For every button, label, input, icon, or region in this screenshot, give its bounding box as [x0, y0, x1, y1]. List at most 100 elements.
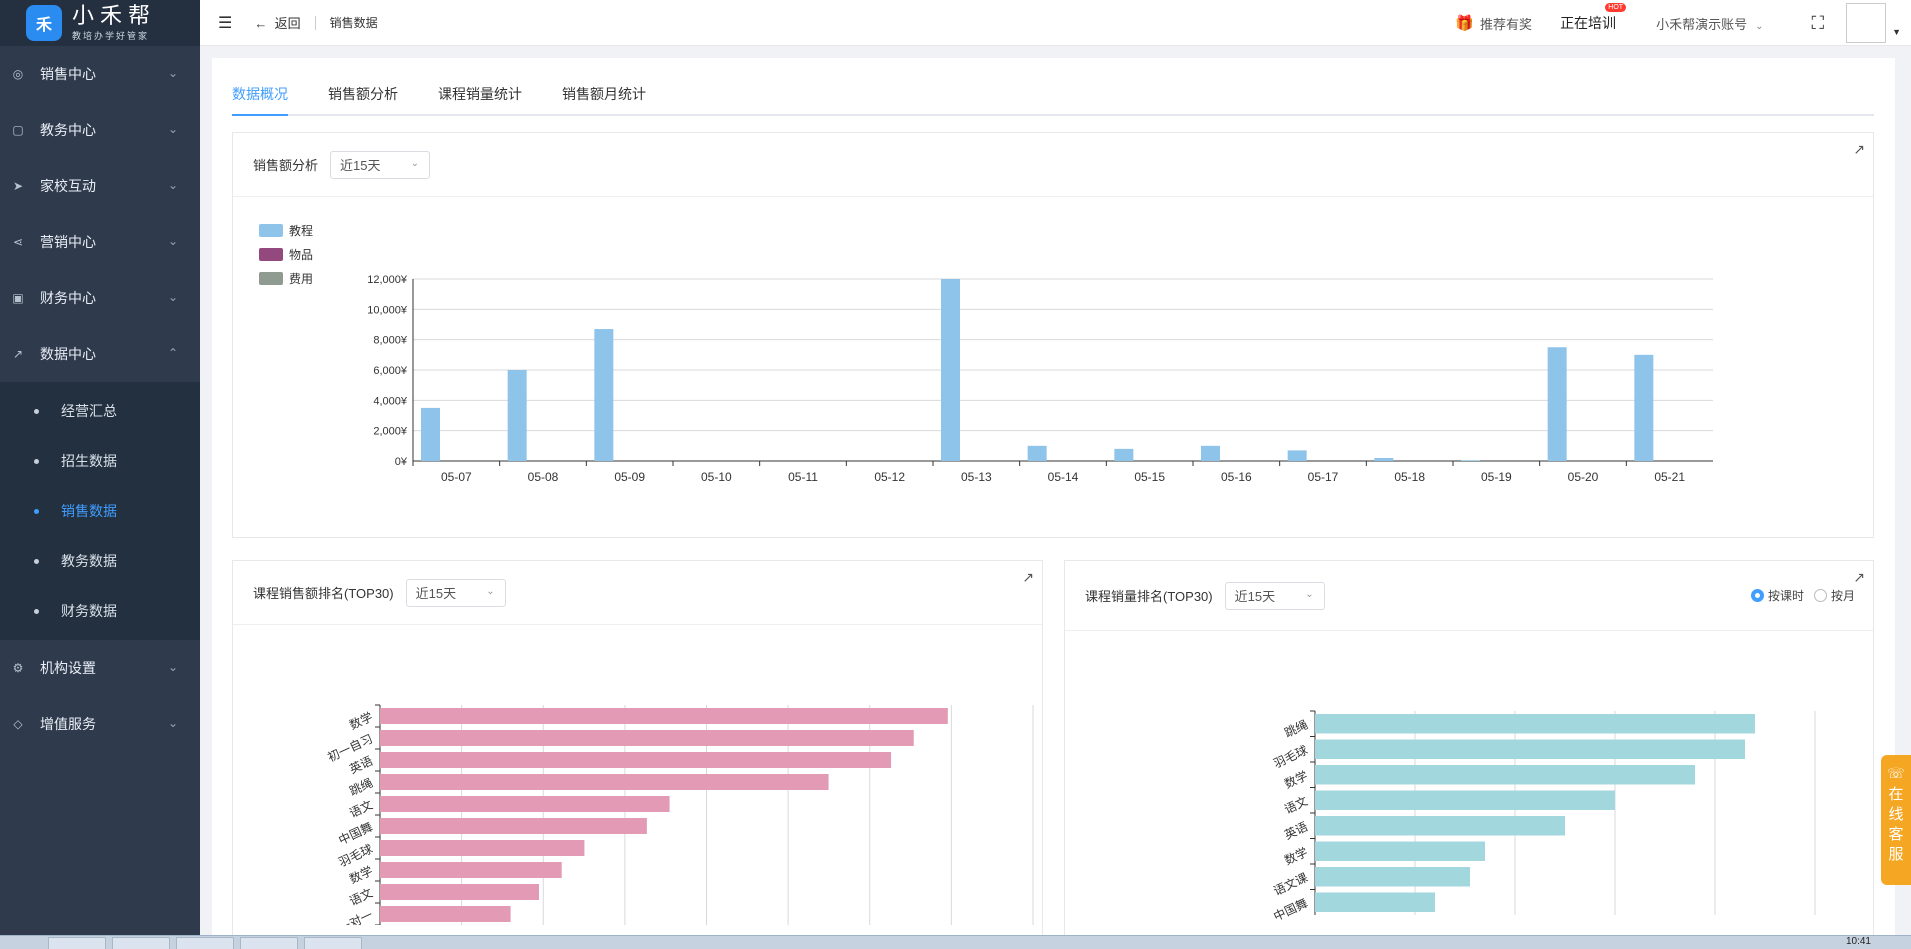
- share-icon: ⋖: [12, 235, 24, 249]
- y-tick-label: 六年级语文一对一: [282, 907, 375, 925]
- chevron-down-icon: ⌄: [167, 178, 178, 192]
- training-link[interactable]: 正在培训 HOT: [1560, 3, 1627, 33]
- tab-bar: 数据概况 销售额分析 课程销量统计 销售额月统计: [232, 86, 1874, 116]
- arrow-left-icon: ←: [254, 16, 268, 31]
- bar: [380, 730, 914, 746]
- bar: [1027, 445, 1047, 461]
- taskbar-button[interactable]: [304, 937, 362, 949]
- chevron-down-icon: ⌄: [486, 585, 495, 597]
- chevron-down-icon: ⌄: [167, 122, 178, 136]
- course-amount-chart: 数学初一自习英语跳绳语文中国舞羽毛球数学语文六年级语文一对一语文课: [282, 704, 1034, 925]
- y-tick-label: 0¥: [395, 456, 408, 468]
- sidebar-item-label: 教务中心: [40, 122, 96, 138]
- y-tick-label: 跳绳: [1282, 717, 1310, 740]
- caret-down-icon[interactable]: ▼: [1892, 27, 1901, 37]
- tab-data-overview[interactable]: 数据概况: [232, 86, 288, 116]
- external-link-icon[interactable]: ↗: [1853, 569, 1865, 585]
- submenu-item-academic-data[interactable]: 教务数据: [0, 536, 200, 586]
- bar: [380, 752, 892, 768]
- chart-icon: ↗: [12, 347, 24, 361]
- date-range-select[interactable]: 近15天 ⌄: [405, 578, 506, 607]
- referral-reward-link[interactable]: 🎁 推荐有奖: [1455, 15, 1533, 32]
- sidebar-item-data-center[interactable]: ↗ 数据中心 ⌃: [0, 326, 200, 382]
- bar: [1461, 460, 1480, 461]
- legend-swatch: [259, 224, 283, 237]
- sidebar-item-academic-center[interactable]: ▢ 教务中心 ⌄: [0, 102, 200, 158]
- submenu-item-sales-data[interactable]: 销售数据: [0, 486, 200, 536]
- bar: [941, 279, 960, 461]
- bar: [1315, 714, 1755, 734]
- sidebar-item-org-settings[interactable]: ⚙ 机构设置 ⌄: [0, 640, 200, 696]
- avatar[interactable]: [1846, 3, 1887, 43]
- y-tick-label: 4,000¥: [373, 395, 408, 407]
- bar: [1547, 347, 1567, 461]
- chevron-down-icon: ⌄: [167, 660, 178, 674]
- sidebar-item-marketing-center[interactable]: ⋖ 营销中心 ⌄: [0, 214, 200, 270]
- sidebar-item-value-added[interactable]: ◇ 增值服务 ⌄: [0, 696, 200, 752]
- bar: [380, 818, 647, 834]
- headset-icon: ☏: [1887, 765, 1905, 781]
- y-tick-label: 中国舞: [1271, 895, 1310, 924]
- user-icon: ◎: [12, 67, 24, 81]
- online-service-button[interactable]: ☏ 在 线 客 服: [1881, 755, 1911, 885]
- bar: [507, 370, 527, 461]
- external-link-icon[interactable]: ↗: [1853, 141, 1865, 157]
- back-button[interactable]: ← 返回: [254, 16, 301, 31]
- sidebar-item-finance-center[interactable]: ▣ 财务中心 ⌄: [0, 270, 200, 326]
- bar: [1315, 841, 1485, 861]
- bar: [1374, 457, 1394, 461]
- date-range-select[interactable]: 近15天 ⌄: [1224, 581, 1325, 610]
- taskbar-button[interactable]: [48, 937, 106, 949]
- x-tick-label: 05-07: [441, 470, 472, 484]
- x-tick-label: 05-08: [528, 470, 559, 484]
- tab-sales-analysis[interactable]: 销售额分析: [328, 86, 398, 102]
- legend-label: 费用: [289, 272, 313, 286]
- radio-by-month[interactable]: [1813, 589, 1827, 602]
- sidebar-item-home-school[interactable]: ➤ 家校互动 ⌄: [0, 158, 200, 214]
- logo-slogan: 教培办学好管家: [72, 30, 150, 41]
- panel-title: 课程销售额排名(TOP30): [253, 586, 394, 601]
- hot-badge: HOT: [1605, 3, 1627, 12]
- chevron-down-icon: ⌄: [1305, 588, 1314, 600]
- bar: [380, 774, 829, 790]
- taskbar-button[interactable]: [112, 937, 170, 949]
- chevron-down-icon: ⌄: [410, 157, 420, 169]
- bar: [380, 884, 539, 900]
- main-content: 数据概况 销售额分析 课程销量统计 销售额月统计 销售额分析 近15天 ⌄ ↗ 教…: [212, 58, 1895, 940]
- y-tick-label: 数学: [1282, 844, 1310, 868]
- submenu-item-enrollment-data[interactable]: 招生数据: [0, 436, 200, 486]
- date-range-select[interactable]: 近15天 ⌄: [330, 150, 431, 179]
- account-dropdown[interactable]: 小禾帮演示账号 ⌄: [1656, 16, 1764, 32]
- taskbar-button[interactable]: [240, 937, 298, 949]
- fullscreen-icon[interactable]: ⛶: [1811, 12, 1825, 33]
- menu-toggle-icon[interactable]: ☰: [218, 14, 233, 32]
- tab-monthly-sales-stats[interactable]: 销售额月统计: [562, 86, 646, 102]
- y-tick-label: 羽毛球: [1271, 743, 1310, 771]
- diamond-icon: ◇: [13, 717, 23, 731]
- y-tick-label: 8,000¥: [373, 335, 408, 347]
- chevron-up-icon: ⌃: [167, 346, 178, 360]
- y-tick-label: 英语: [1282, 819, 1310, 842]
- bar: [1315, 892, 1435, 912]
- tab-course-sales-stats[interactable]: 课程销量统计: [438, 86, 522, 102]
- taskbar-button[interactable]: [176, 937, 234, 949]
- bar: [380, 708, 948, 724]
- legend-label: 教程: [289, 223, 313, 238]
- sidebar-item-label: 销售中心: [40, 66, 96, 82]
- data-center-submenu: 经营汇总 招生数据 销售数据 教务数据 财务数据: [0, 382, 200, 640]
- submenu-item-business-summary[interactable]: 经营汇总: [0, 386, 200, 436]
- sidebar: 禾 小禾帮 教培办学好管家 ◎ 销售中心 ⌄ ▢ 教务中心 ⌄ ➤ 家校互动 ⌄…: [0, 0, 200, 935]
- y-tick-label: 10,000¥: [367, 304, 408, 316]
- x-tick-label: 05-18: [1394, 470, 1425, 484]
- external-link-icon[interactable]: ↗: [1022, 569, 1034, 585]
- submenu-item-finance-data[interactable]: 财务数据: [0, 586, 200, 636]
- chevron-down-icon: ⌄: [167, 716, 178, 730]
- sidebar-item-sales-center[interactable]: ◎ 销售中心 ⌄: [0, 46, 200, 102]
- bar: [1114, 448, 1134, 461]
- radio-by-hour[interactable]: [1750, 589, 1764, 602]
- y-tick-label: 6,000¥: [373, 365, 408, 377]
- x-tick-label: 05-15: [1134, 470, 1165, 484]
- chevron-down-icon: ⌄: [167, 290, 178, 304]
